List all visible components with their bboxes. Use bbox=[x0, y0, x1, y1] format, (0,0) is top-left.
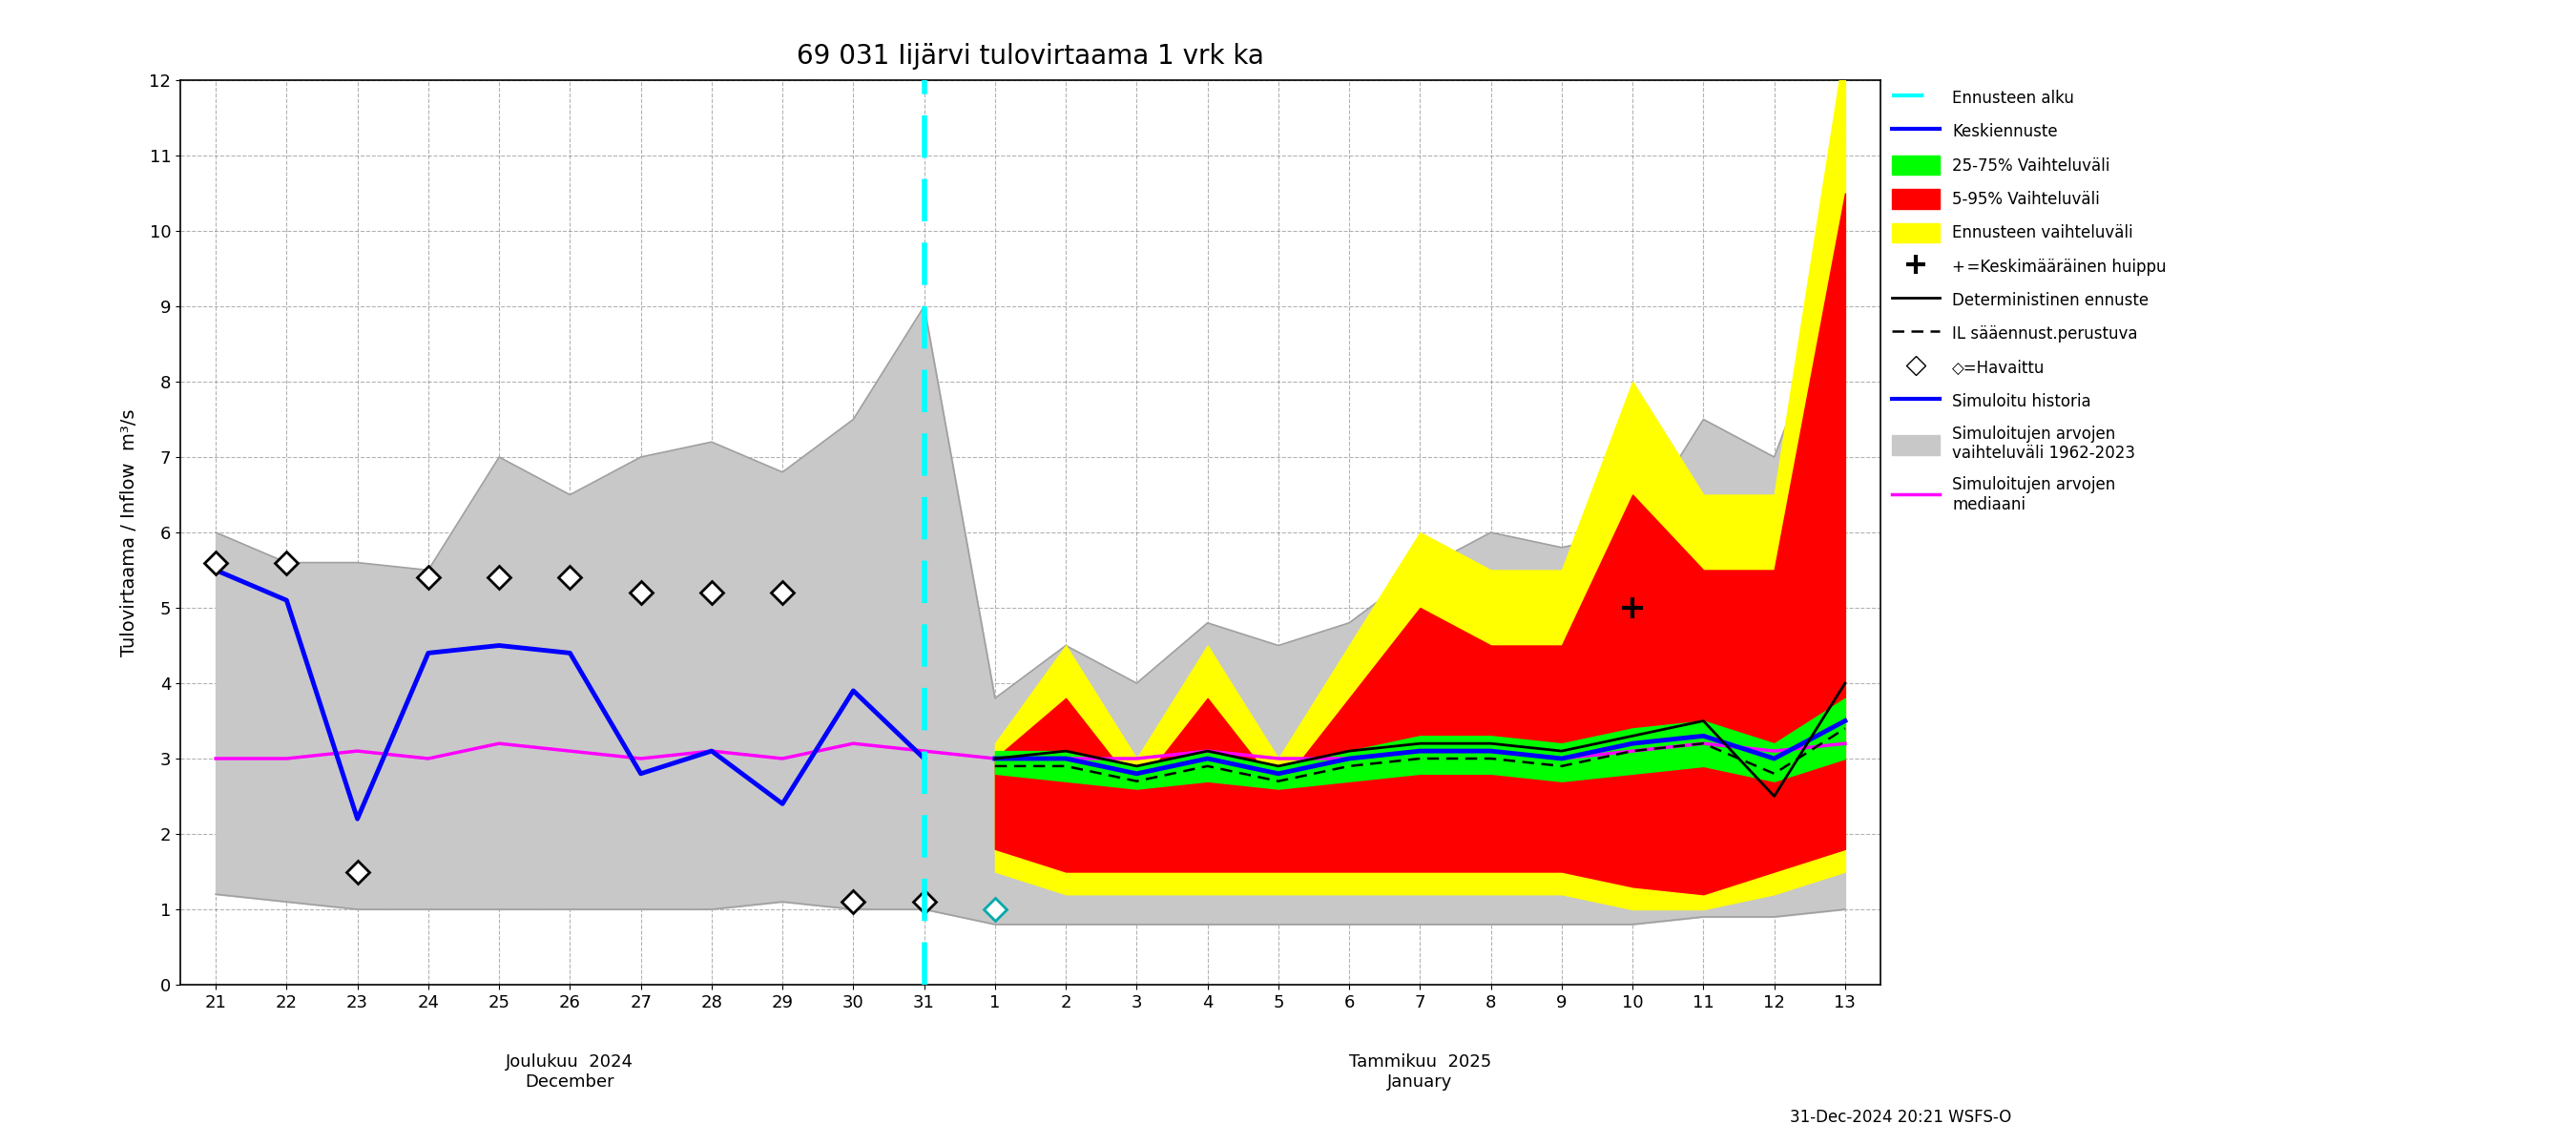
Legend: Ennusteen alku, Keskiennuste, 25-75% Vaihteluväli, 5-95% Vaihteluväli, Ennusteen: Ennusteen alku, Keskiennuste, 25-75% Vai… bbox=[1891, 88, 2166, 514]
Text: Tammikuu  2025
January: Tammikuu 2025 January bbox=[1350, 1053, 1492, 1091]
Y-axis label: Tulovirtaama / Inflow  m³/s: Tulovirtaama / Inflow m³/s bbox=[121, 409, 139, 656]
Text: Joulukuu  2024
December: Joulukuu 2024 December bbox=[505, 1053, 634, 1091]
Text: 31-Dec-2024 20:21 WSFS-O: 31-Dec-2024 20:21 WSFS-O bbox=[1790, 1108, 2012, 1126]
Title: 69 031 Iijärvi tulovirtaama 1 vrk ka: 69 031 Iijärvi tulovirtaama 1 vrk ka bbox=[796, 44, 1265, 70]
